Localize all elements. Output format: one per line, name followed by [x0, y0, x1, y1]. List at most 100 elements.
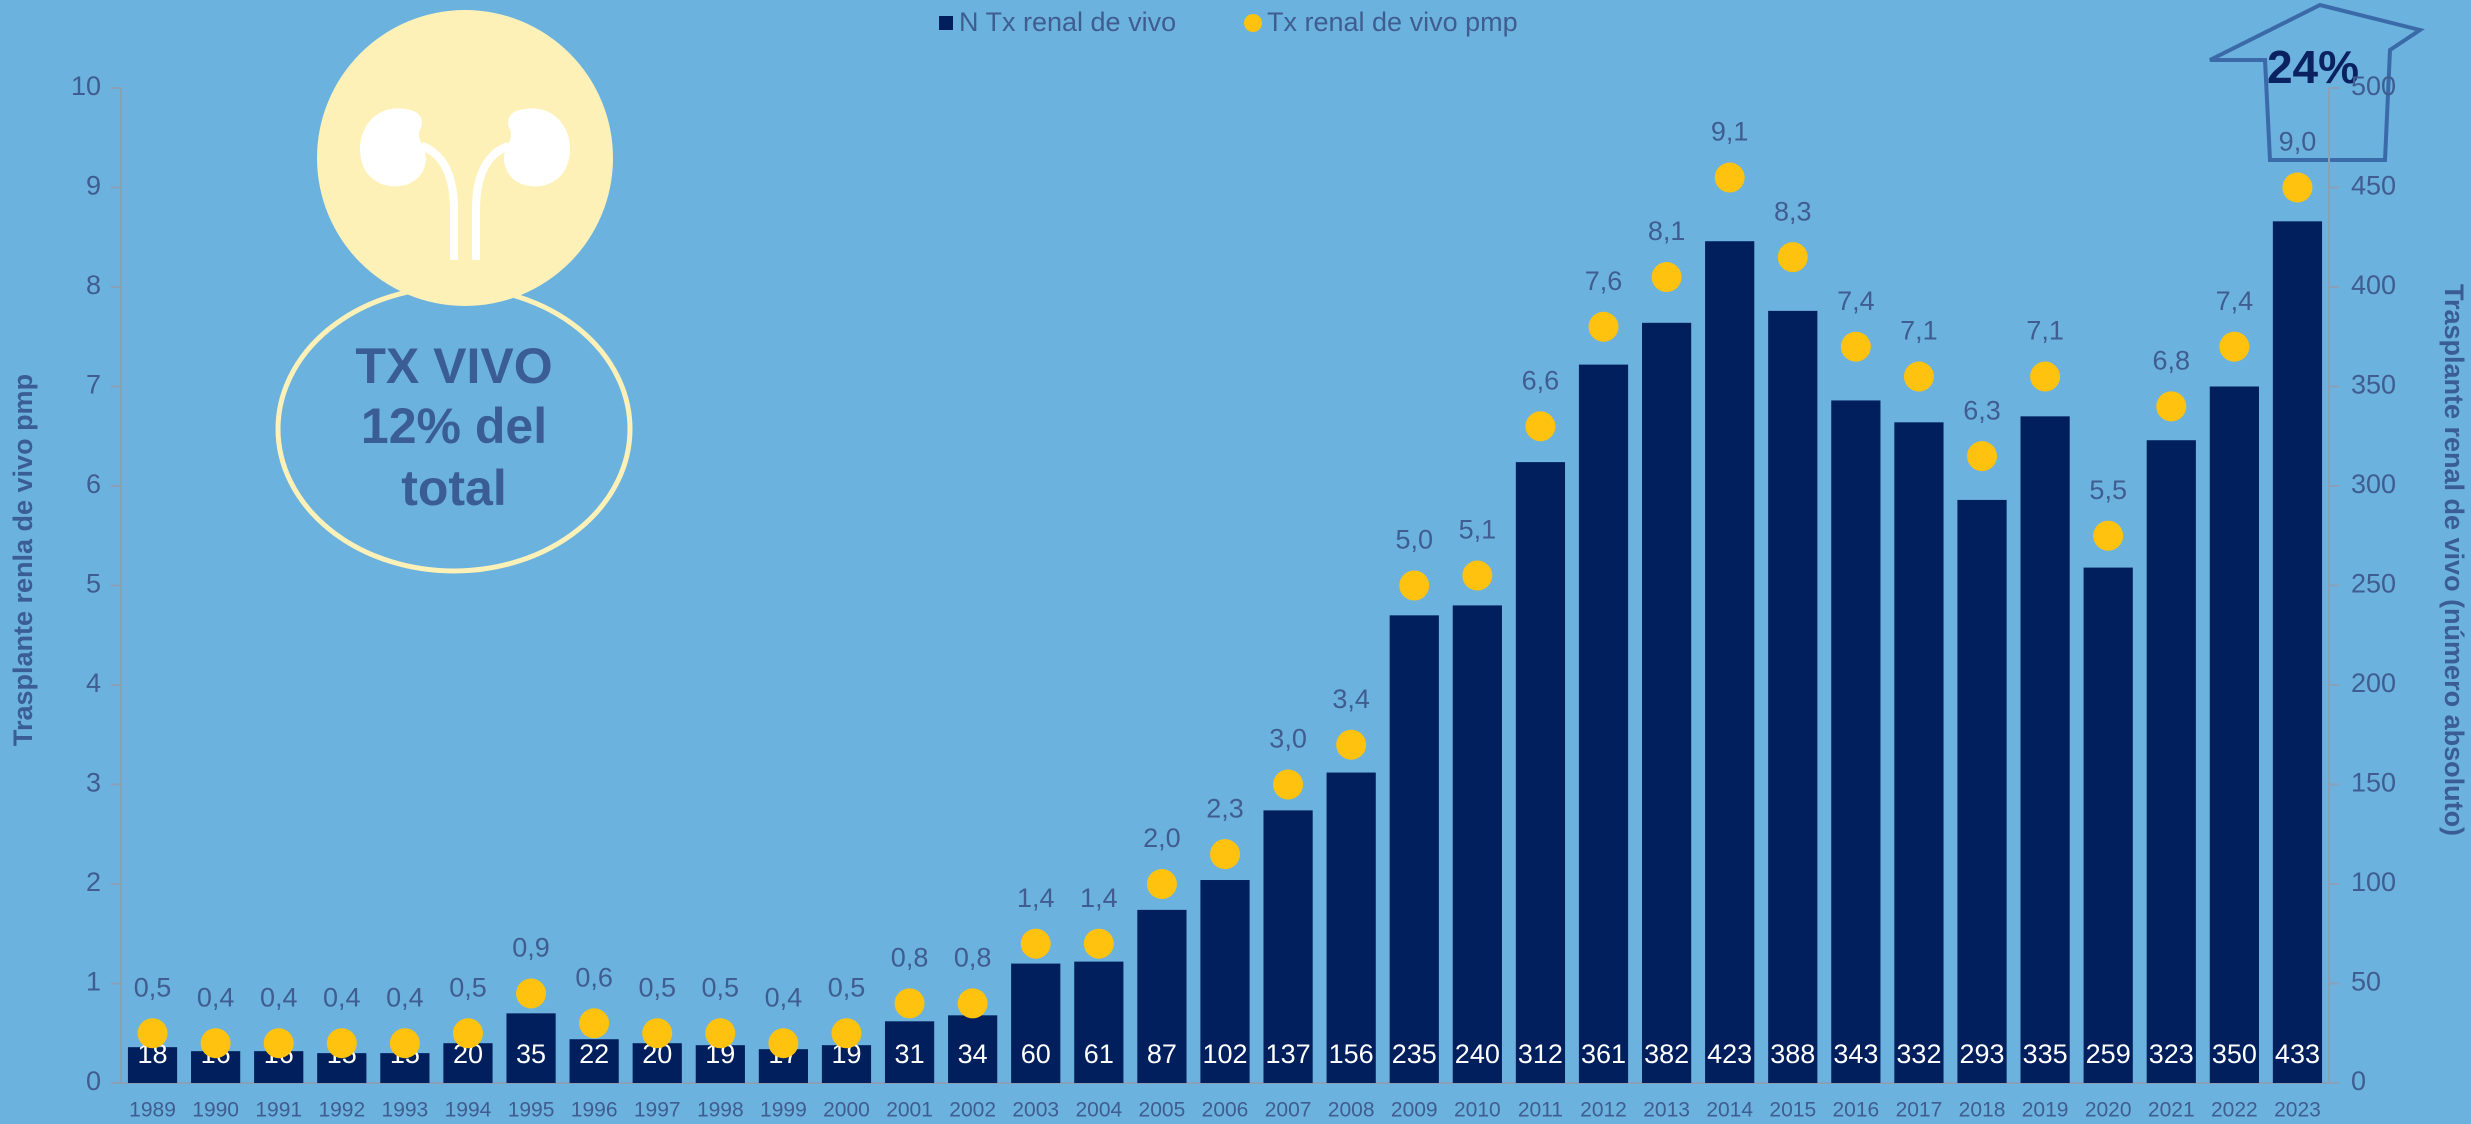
x-tick-label: 1997: [634, 1099, 681, 1122]
point-label: 0,5: [134, 972, 172, 1002]
bar: [1200, 880, 1250, 1083]
bar-label: 423: [1707, 1039, 1752, 1069]
bar: [1452, 605, 1502, 1083]
point: [579, 1008, 610, 1039]
x-tick-label: 2012: [1580, 1099, 1627, 1122]
kidney-icon: [360, 108, 570, 260]
x-tick-label: 2019: [2022, 1099, 2069, 1122]
y-tick-label: 4: [86, 668, 101, 698]
bar: [632, 1043, 682, 1083]
x-tick-label: 2007: [1265, 1099, 1312, 1122]
x-tick-label: 2010: [1454, 1099, 1501, 1122]
point-label: 8,3: [1774, 196, 1812, 226]
point-label: 1,4: [1017, 883, 1055, 913]
point: [1777, 242, 1808, 273]
y-tick-label: 9: [86, 171, 101, 201]
point: [2156, 391, 2187, 422]
y-tick-label: 7: [86, 370, 101, 400]
x-tick-label: 2003: [1012, 1099, 1059, 1122]
y2-axis-title: Trasplante renal de vivo (número absolut…: [2439, 284, 2469, 836]
y2-tick-label: 400: [2351, 270, 2396, 300]
bar: [1768, 310, 1818, 1083]
point-label: 9,1: [1711, 117, 1749, 147]
point-label: 6,3: [1963, 395, 2001, 425]
x-tick-label: 2013: [1643, 1099, 1690, 1122]
bar: [1263, 810, 1313, 1083]
x-tick-label: 2016: [1832, 1099, 1879, 1122]
x-tick-label: 1990: [192, 1099, 239, 1122]
bar: [948, 1015, 998, 1083]
bar-label: 34: [958, 1039, 988, 1069]
bar-label: 22: [579, 1039, 609, 1069]
bar: [1578, 364, 1629, 1083]
bar: [1641, 322, 1692, 1083]
x-tick-label: 2000: [823, 1099, 870, 1122]
bar: [506, 1013, 556, 1083]
point-label: 3,0: [1269, 724, 1307, 754]
bar: [1957, 499, 2007, 1083]
y-tick-label: 0: [86, 1066, 101, 1096]
x-tick-label: 2022: [2211, 1099, 2258, 1122]
x-tick-label: 2005: [1139, 1099, 1186, 1122]
point: [642, 1018, 673, 1049]
bar-label: 335: [2023, 1039, 2068, 1069]
bar: [1705, 241, 1755, 1084]
bar-label: 240: [1455, 1039, 1500, 1069]
bar: [1515, 462, 1566, 1083]
point-label: 2,0: [1143, 823, 1181, 853]
bar-label: 343: [1833, 1039, 1878, 1069]
x-tick-label: 2015: [1769, 1099, 1816, 1122]
bar: [821, 1045, 872, 1083]
y-tick-label: 5: [86, 569, 101, 599]
point-label: 7,1: [2026, 316, 2064, 346]
point-label: 0,5: [702, 972, 740, 1002]
arrow-icon: [2209, 2, 2425, 162]
point-label: 0,4: [260, 982, 298, 1012]
point-label: 3,4: [1332, 684, 1370, 714]
point: [326, 1028, 357, 1059]
point-label: 0,4: [323, 982, 361, 1012]
bar: [127, 1047, 178, 1083]
bar-label: 102: [1202, 1039, 1247, 1069]
bar-label: 361: [1581, 1039, 1626, 1069]
point: [705, 1018, 736, 1049]
point: [516, 978, 547, 1009]
point-label: 7,1: [1900, 316, 1938, 346]
point: [1462, 560, 1493, 591]
x-tick-label: 1998: [697, 1099, 744, 1122]
point-label: 9,0: [2279, 127, 2317, 157]
point-label: 0,5: [828, 972, 866, 1002]
bar: [443, 1043, 493, 1083]
x-tick-label: 2004: [1075, 1099, 1122, 1122]
x-tick-label: 1992: [318, 1099, 365, 1122]
bar-label: 60: [1021, 1039, 1051, 1069]
x-tick-label: 1993: [382, 1099, 429, 1122]
bar-label: 235: [1392, 1039, 1437, 1069]
y2-tick-label: 200: [2351, 668, 2396, 698]
y2-tick-label: 300: [2351, 469, 2396, 499]
badge-text: total: [401, 460, 507, 516]
point-label: 1,4: [1080, 883, 1118, 913]
bar: [1389, 615, 1439, 1083]
point: [1020, 928, 1051, 959]
point-label: 5,5: [2089, 475, 2127, 505]
growth-annotation: 24%: [2267, 41, 2359, 93]
point: [2030, 361, 2061, 392]
bar-label: 388: [1770, 1039, 1815, 1069]
y-tick-label: 10: [71, 71, 101, 101]
x-tick-label: 2020: [2085, 1099, 2132, 1122]
y-axis-title: Trasplante renla de vivo pmp: [8, 374, 38, 746]
x-tick-label: 1996: [571, 1099, 618, 1122]
point: [1525, 411, 1556, 442]
bar-label: 332: [1896, 1039, 1941, 1069]
point: [1210, 839, 1240, 870]
y-tick-label: 2: [86, 867, 101, 897]
bar-label: 433: [2275, 1039, 2320, 1069]
bar-label: 156: [1329, 1039, 1374, 1069]
point: [1967, 441, 1998, 472]
bar: [1137, 909, 1187, 1083]
bar: [1831, 400, 1881, 1083]
point: [831, 1018, 862, 1049]
x-tick-label: 2002: [949, 1099, 996, 1122]
bar-label: 137: [1266, 1039, 1311, 1069]
